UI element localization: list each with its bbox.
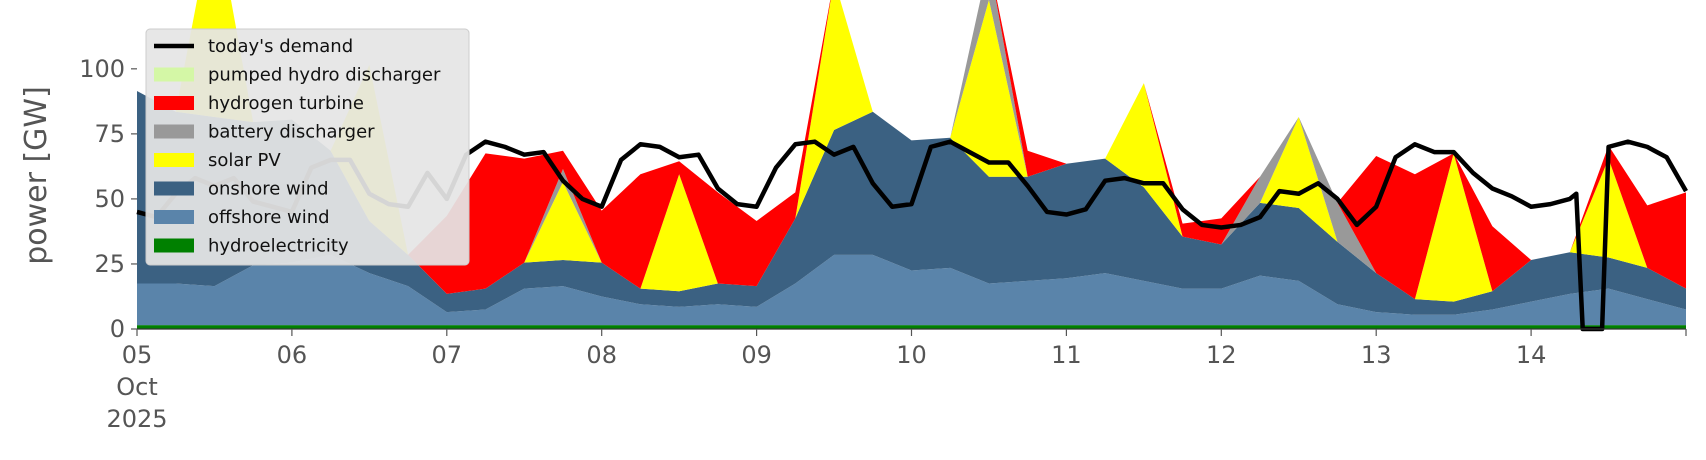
x-tick-label: 2025	[106, 405, 167, 433]
y-tick-label: 0	[110, 315, 125, 343]
legend-label: hydroelectricity	[208, 236, 349, 257]
legend-label: solar PV	[208, 150, 281, 171]
legend-swatch	[154, 67, 194, 82]
x-tick-label: 05	[122, 341, 153, 369]
area-hydrogen-turbine	[137, 0, 1686, 300]
x-tick-label: 10	[896, 341, 927, 369]
legend-swatch	[154, 153, 194, 167]
legend-swatch	[154, 124, 194, 139]
area-hydroelectricity	[137, 325, 1686, 329]
y-tick-label: 100	[79, 55, 125, 83]
y-tick-label: 25	[94, 250, 125, 278]
legend-label: offshore wind	[208, 207, 330, 228]
legend-label: pumped hydro discharger	[208, 65, 441, 86]
legend-swatch	[154, 210, 194, 224]
x-tick-label: 08	[586, 341, 617, 369]
legend-box	[145, 28, 470, 266]
area-offshore-wind	[137, 254, 1686, 326]
x-tick-label: 06	[277, 341, 308, 369]
legend-label: onshore wind	[208, 179, 329, 200]
x-tick-label: 14	[1516, 341, 1547, 369]
x-tick-label: Oct	[116, 373, 158, 401]
legend-swatch	[154, 96, 194, 110]
legend-label: today's demand	[208, 36, 353, 57]
legend-swatch	[154, 181, 194, 196]
x-tick-label: 09	[741, 341, 772, 369]
x-tick-label: 12	[1206, 341, 1237, 369]
legend: today's demand pumped hydro discharger hyd…	[145, 28, 470, 266]
legend-label: hydrogen turbine	[208, 93, 364, 114]
legend-swatch	[154, 238, 194, 253]
legend-label: battery discharger	[208, 122, 375, 143]
axes: 0 25 50 75 100 05 Oct 2025 06 07 08 09 10 11 12 13 14	[79, 55, 1687, 433]
x-tick-label: 07	[432, 341, 463, 369]
x-tick-label: 13	[1361, 341, 1392, 369]
x-tick-label: 11	[1051, 341, 1082, 369]
y-axis-label: power [GW]	[19, 86, 54, 265]
y-tick-label: 50	[94, 185, 125, 213]
y-tick-label: 75	[94, 120, 125, 148]
